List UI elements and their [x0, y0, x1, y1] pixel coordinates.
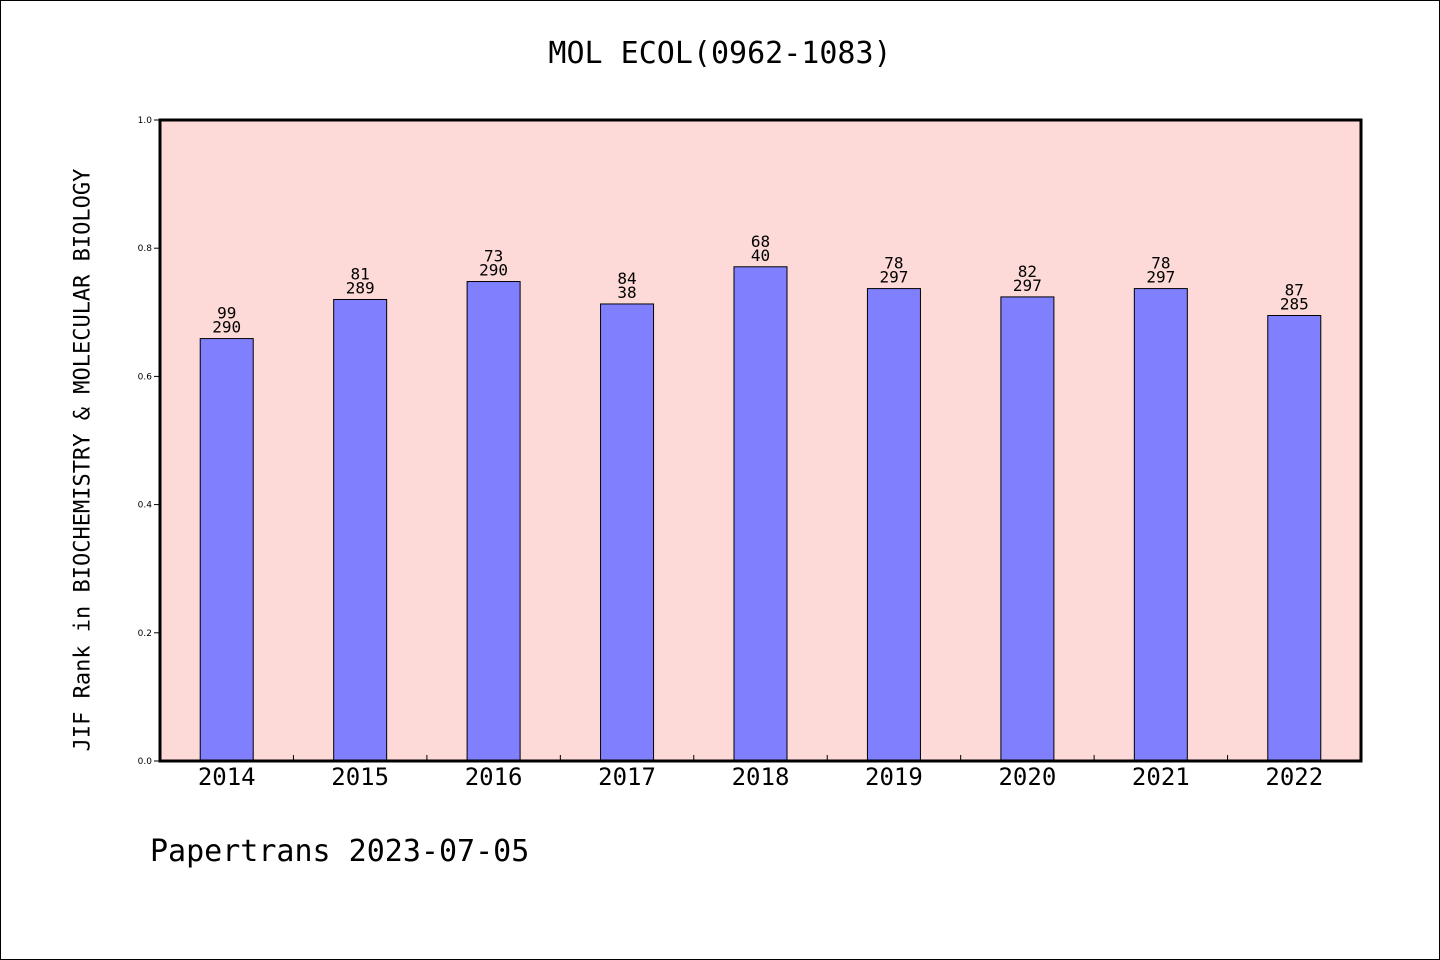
footer-caption: Papertrans 2023-07-05 [150, 834, 530, 869]
bar-total-label-2015: 289 [346, 278, 375, 297]
bar-2020 [1000, 296, 1055, 762]
x-tick-label-2015: 2015 [331, 763, 389, 791]
y-tick-label: 1.0 [138, 116, 153, 126]
bar-2017 [600, 303, 655, 762]
y-tick-label: 0.2 [138, 629, 152, 639]
bar-total-label-2016: 290 [479, 261, 508, 280]
bar-rank-label-2022: 87 [1285, 281, 1304, 300]
bar-rank-label-2014: 99 [217, 304, 236, 323]
bar-total-label-2020: 297 [1013, 276, 1042, 295]
x-tick-label-2018: 2018 [732, 763, 790, 791]
x-tick-label-2021: 2021 [1132, 763, 1190, 791]
x-tick-label-2016: 2016 [465, 763, 523, 791]
y-tick-label: 0.8 [138, 244, 153, 254]
bar-rank-label-2018: 68 [751, 232, 770, 251]
bar-2019 [866, 288, 921, 762]
bar-total-label-2021: 297 [1146, 268, 1175, 287]
bar-rank-label-2021: 78 [1151, 254, 1170, 273]
x-tick-label-2014: 2014 [198, 763, 256, 791]
chart-title: MOL ECOL(0962-1083) [548, 36, 892, 71]
bar-2014 [199, 338, 254, 762]
bar-total-label-2019: 297 [879, 268, 908, 287]
bar-total-label-2017: 38 [617, 283, 636, 302]
bar-2015 [333, 298, 388, 762]
axes-group: 2014 2015 2016 2017 2018 2019 2020 2021 2022 0.0 0… [138, 116, 1324, 791]
plot-border [158, 118, 1363, 763]
bar-rank-label-2017: 84 [617, 269, 636, 288]
bar-total-label-2018: 40 [751, 246, 770, 265]
x-tick-label-2022: 2022 [1265, 763, 1323, 791]
bar-2016 [466, 281, 521, 762]
bar-2021 [1133, 288, 1188, 762]
bar-2018 [733, 266, 788, 762]
x-tick-label-2017: 2017 [598, 763, 656, 791]
x-tick-label-2020: 2020 [998, 763, 1056, 791]
x-tick-label-2019: 2019 [865, 763, 923, 791]
bar-rank-label-2020: 82 [1018, 262, 1037, 281]
y-tick-label: 0.4 [138, 501, 153, 511]
bar-rank-label-2016: 73 [484, 247, 503, 266]
bar-rank-label-2019: 78 [884, 254, 903, 273]
bar-total-label-2014: 290 [212, 318, 241, 337]
bar-2022 [1267, 315, 1322, 762]
y-tick-label: 0.0 [138, 757, 153, 767]
bar-rank-label-2015: 81 [351, 264, 370, 283]
y-tick-label: 0.6 [138, 372, 153, 382]
bar-total-label-2022: 285 [1280, 295, 1309, 314]
